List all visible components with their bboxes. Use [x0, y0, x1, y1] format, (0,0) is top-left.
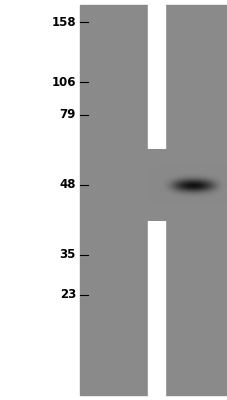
Bar	[147, 5, 164, 395]
Bar	[164, 5, 227, 395]
Text: 106: 106	[51, 76, 76, 88]
Text: 79: 79	[59, 108, 76, 122]
Text: 158: 158	[51, 16, 76, 28]
Bar	[80, 5, 147, 395]
Text: 35: 35	[59, 248, 76, 262]
Text: 23: 23	[59, 288, 76, 302]
Text: 48: 48	[59, 178, 76, 192]
